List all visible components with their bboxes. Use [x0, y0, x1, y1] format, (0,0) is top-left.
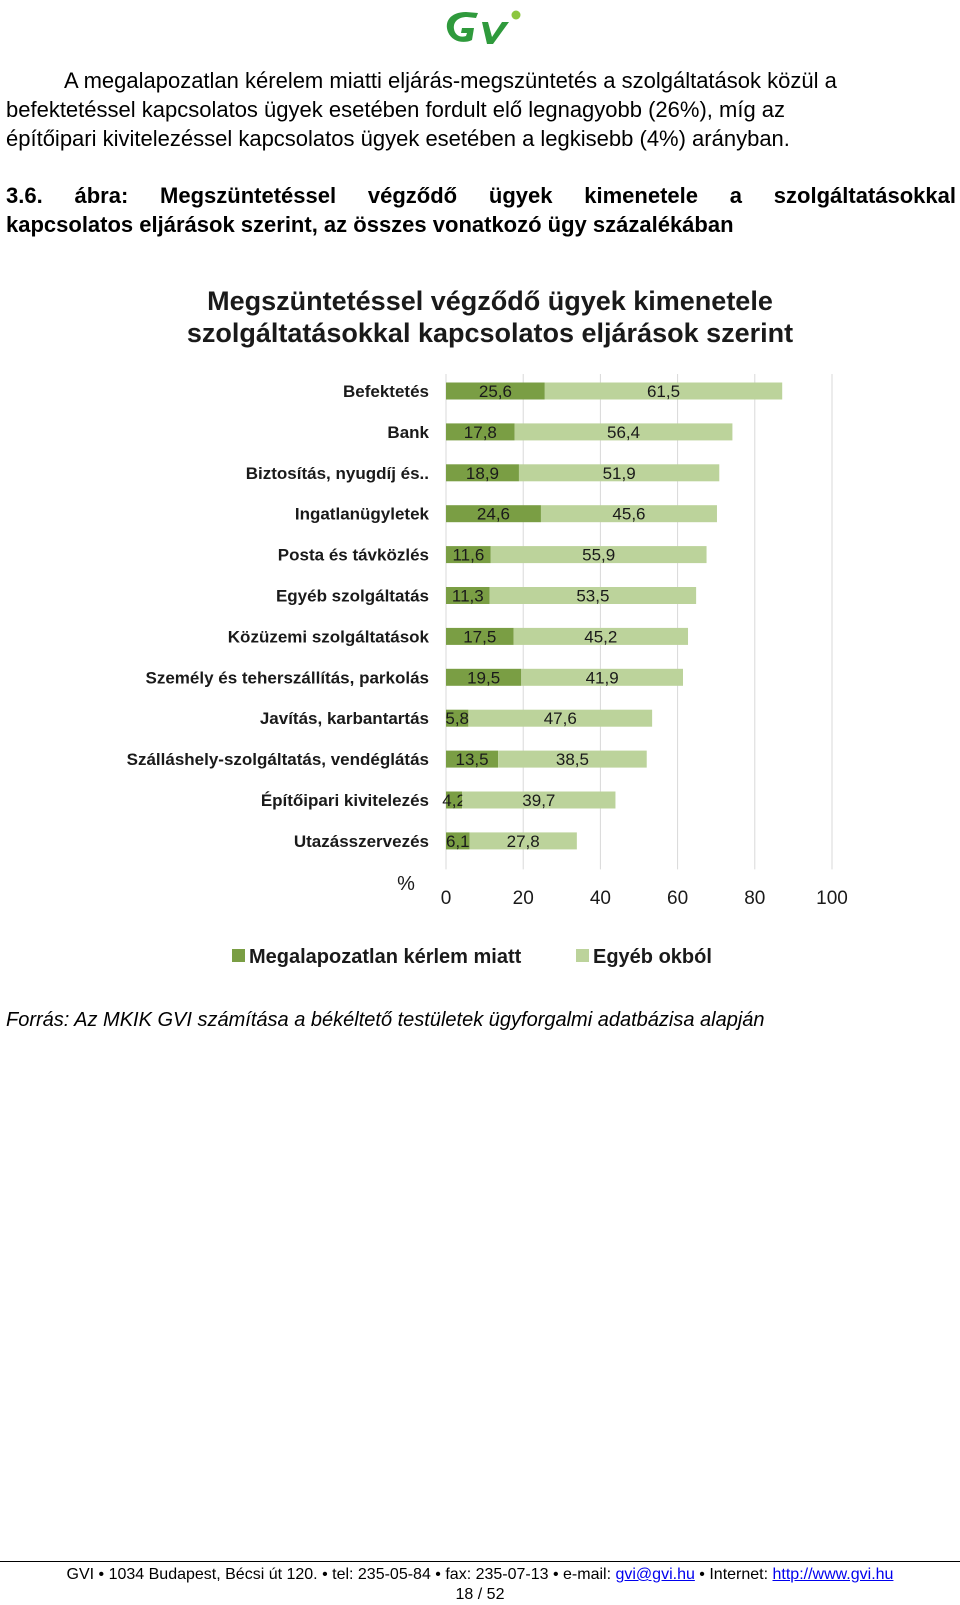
- data-label: 45,2: [584, 627, 617, 646]
- data-label: 55,9: [582, 546, 615, 565]
- footer-contact: GVI • 1034 Budapest, Bécsi út 120. • tel…: [0, 1565, 960, 1585]
- category-label: Ingatlanügyletek: [295, 505, 430, 524]
- bar-segment: [446, 791, 463, 809]
- data-label: 25,6: [479, 382, 512, 401]
- data-label: 41,9: [586, 668, 619, 687]
- bar-segment: [490, 546, 707, 564]
- paragraph-line: befektetéssel kapcsolatos ügyek esetében…: [6, 97, 786, 122]
- caption-line: kapcsolatos eljárások szerint, az összes…: [6, 212, 734, 237]
- legend-label: Egyéb okból: [593, 946, 712, 968]
- data-label: 19,5: [467, 668, 500, 687]
- data-label: 47,6: [544, 709, 577, 728]
- bar-segment: [446, 750, 499, 768]
- chart-title: Megszüntetéssel végződő ügyek kimenetele…: [0, 285, 960, 349]
- intro-paragraph: A megalapozatlan kérelem miatti eljárás-…: [6, 66, 956, 153]
- category-label: Bank: [387, 423, 429, 442]
- website-link[interactable]: http://www.gvi.hu: [772, 1566, 894, 1583]
- bar-segment: [468, 709, 653, 727]
- data-label: 11,3: [452, 587, 484, 606]
- data-label: 61,5: [647, 382, 680, 401]
- footer-divider: [0, 1561, 960, 1562]
- bar-segment: [446, 382, 545, 400]
- category-label: Utazásszervezés: [294, 832, 429, 851]
- bar-segment: [489, 587, 697, 604]
- x-tick-label: 60: [667, 888, 688, 909]
- footer-internet-label: • Internet:: [694, 1566, 773, 1583]
- category-label: Befektetés: [343, 382, 429, 401]
- bar-segment: [518, 464, 720, 482]
- bar-segment: [446, 464, 519, 482]
- bar-segment: [498, 750, 647, 768]
- bar-segment: [514, 423, 733, 441]
- bar-segment: [446, 587, 490, 604]
- bar-segment: [446, 627, 514, 645]
- data-label: 17,5: [463, 627, 496, 646]
- page-footer: GVI • 1034 Budapest, Bécsi út 120. • tel…: [0, 1565, 960, 1605]
- page-number: 18 / 52: [455, 1586, 505, 1603]
- x-tick-label: 40: [590, 888, 611, 909]
- data-label: 51,9: [603, 464, 636, 483]
- bar-segment: [446, 668, 522, 686]
- chart-title-line: Megszüntetéssel végződő ügyek kimenetele: [207, 286, 773, 316]
- data-label: 45,6: [612, 505, 645, 524]
- data-label: 11,6: [452, 546, 484, 565]
- stacked-bar-chart: Befektetés 25,6 61,5 Bank 17,8 56,4 Biztosítás…: [127, 374, 848, 968]
- bar-segment: [446, 546, 491, 564]
- paragraph-line: A megalapozatlan kérelem miatti eljárás-…: [64, 68, 837, 93]
- chart-title-line: szolgáltatásokkal kapcsolatos eljárások …: [186, 318, 794, 348]
- email-link[interactable]: gvi@gvi.hu: [615, 1566, 695, 1583]
- bar-segment: [446, 505, 541, 523]
- bar-segment: [446, 832, 470, 850]
- data-label: 27,8: [507, 832, 540, 851]
- category-label: Biztosítás, nyugdíj és..: [246, 464, 429, 483]
- data-label: 6,1: [446, 832, 470, 851]
- legend-swatch: [576, 949, 589, 962]
- data-label: 4,2: [442, 791, 466, 810]
- bar-segment: [544, 382, 783, 400]
- data-label: 18,9: [466, 464, 499, 483]
- bar-segment: [540, 505, 717, 523]
- data-label: 13,5: [456, 750, 489, 769]
- category-label: Személy és teherszállítás, parkolás: [146, 668, 430, 687]
- category-label: Javítás, karbantartás: [260, 709, 429, 728]
- x-tick-label: 80: [744, 888, 765, 909]
- legend-label: Megalapozatlan kérlem miatt: [249, 946, 522, 968]
- data-label: 53,5: [576, 587, 609, 606]
- x-tick-label: 100: [816, 888, 848, 909]
- category-label: Szálláshely-szolgáltatás, vendéglátás: [127, 750, 429, 769]
- data-label: 39,7: [522, 791, 555, 810]
- bar-segment: [513, 627, 689, 645]
- data-label: 5,8: [445, 709, 469, 728]
- category-label: Közüzemi szolgáltatások: [228, 627, 430, 646]
- bar-segment: [462, 791, 616, 809]
- footer-address: GVI • 1034 Budapest, Bécsi út 120. • tel…: [66, 1566, 616, 1583]
- source-note: Forrás: Az MKIK GVI számítása a békéltet…: [6, 1009, 765, 1031]
- data-label: 17,8: [464, 423, 497, 442]
- bar-segment: [521, 668, 684, 686]
- bar-segment: [446, 423, 515, 441]
- gvi-logo: [446, 10, 521, 44]
- caption-line: 3.6. ábra: Megszüntetéssel végződő ügyek…: [6, 183, 956, 208]
- data-label: 38,5: [556, 750, 589, 769]
- data-label: 56,4: [607, 423, 640, 442]
- paragraph-line: építőipari kivitelezéssel kapcsolatos üg…: [6, 126, 790, 151]
- category-label: Posta és távközlés: [278, 546, 429, 565]
- legend-swatch: [232, 949, 245, 962]
- data-label: 24,6: [477, 505, 510, 524]
- x-tick-label: 0: [441, 888, 452, 909]
- bar-segment: [469, 832, 577, 850]
- bar-segment: [446, 709, 469, 727]
- x-tick-label: 20: [513, 888, 534, 909]
- category-label: Egyéb szolgáltatás: [276, 587, 429, 606]
- x-axis-label: %: [397, 873, 415, 895]
- figure-caption: 3.6. ábra: Megszüntetéssel végződő ügyek…: [6, 181, 956, 239]
- category-label: Építőipari kivitelezés: [261, 791, 429, 810]
